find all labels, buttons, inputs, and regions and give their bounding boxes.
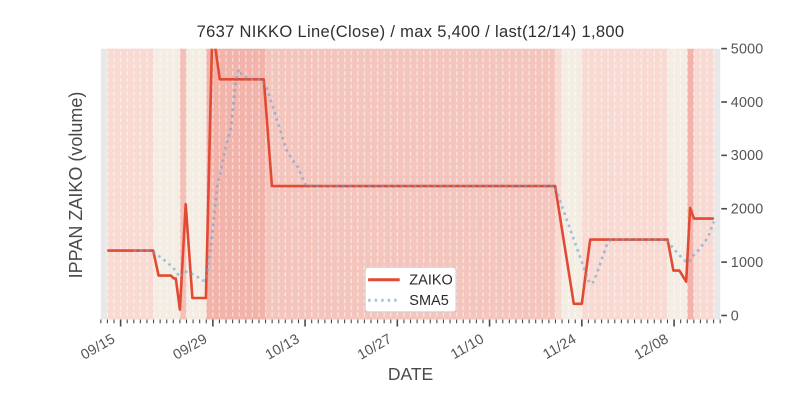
svg-text:4000: 4000 xyxy=(731,95,764,111)
svg-text:5000: 5000 xyxy=(731,41,764,57)
svg-text:0: 0 xyxy=(731,308,739,324)
svg-text:2000: 2000 xyxy=(731,202,764,218)
svg-text:IPPAN ZAIKO (volume): IPPAN ZAIKO (volume) xyxy=(66,92,86,279)
svg-text:DATE: DATE xyxy=(388,364,433,384)
svg-text:7637 NIKKO Line(Close) / max 5: 7637 NIKKO Line(Close) / max 5,400 / las… xyxy=(197,23,625,41)
svg-text:3000: 3000 xyxy=(731,148,764,164)
svg-text:1000: 1000 xyxy=(731,255,764,271)
svg-text:SMA5: SMA5 xyxy=(409,293,449,309)
svg-text:ZAIKO: ZAIKO xyxy=(409,273,453,289)
